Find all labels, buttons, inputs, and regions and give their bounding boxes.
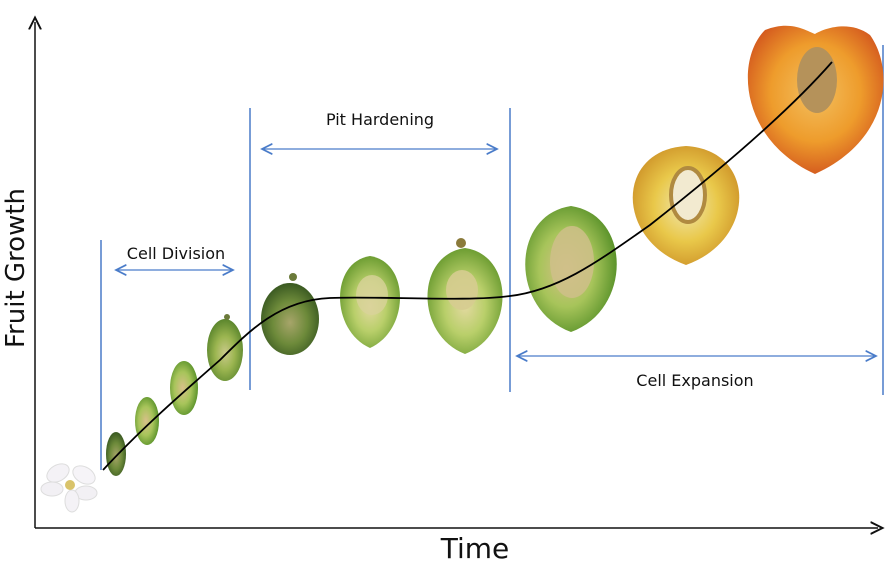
growth-curve — [102, 61, 833, 471]
fruit-stage-10 — [747, 25, 884, 174]
fruit-stage-7 — [427, 238, 503, 354]
fruit-stage-8 — [525, 206, 617, 332]
cell-division-label: Cell Division — [127, 244, 225, 263]
fruit-stage-4 — [207, 314, 243, 381]
fruit-stage-1 — [106, 432, 126, 476]
flower-image — [40, 463, 98, 513]
fruit-stage-6 — [340, 256, 400, 348]
fruit-stage-2 — [135, 397, 159, 445]
fruit-stage-9 — [632, 146, 740, 265]
y-axis-label: Fruit Growth — [1, 188, 31, 348]
x-axis-label: Time — [440, 532, 510, 565]
fruit-stage-3 — [170, 361, 198, 415]
fruit-stage-5 — [261, 273, 319, 355]
pit-hardening-label: Pit Hardening — [326, 110, 434, 129]
cell-expansion-label: Cell Expansion — [636, 371, 753, 390]
